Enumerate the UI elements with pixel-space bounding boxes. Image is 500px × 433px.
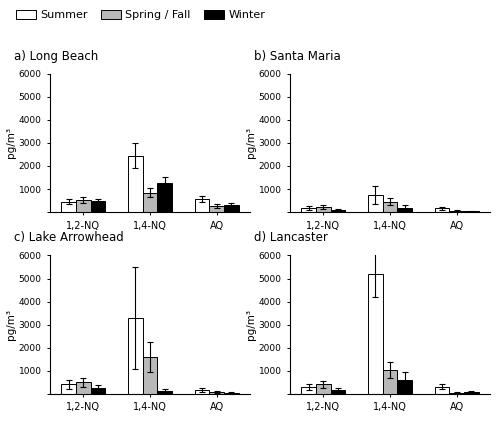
Bar — [398, 207, 412, 212]
Bar — [90, 201, 106, 212]
Bar — [128, 155, 142, 212]
Text: c) Lake Arrowhead: c) Lake Arrowhead — [14, 231, 124, 244]
Bar — [194, 390, 210, 394]
Y-axis label: pg/m³: pg/m³ — [6, 127, 16, 158]
Text: d) Lancaster: d) Lancaster — [254, 231, 328, 244]
Bar — [62, 202, 76, 212]
Y-axis label: pg/m³: pg/m³ — [246, 127, 256, 158]
Bar — [382, 201, 398, 212]
Bar — [158, 391, 172, 394]
Bar — [302, 208, 316, 212]
Bar — [434, 387, 450, 394]
Bar — [302, 387, 316, 394]
Bar — [224, 205, 238, 212]
Bar — [316, 385, 330, 394]
Bar — [158, 183, 172, 212]
Bar — [330, 210, 345, 212]
Bar — [330, 390, 345, 394]
Bar — [434, 208, 450, 212]
Bar — [90, 388, 106, 394]
Bar — [224, 393, 238, 394]
Bar — [142, 193, 158, 212]
Y-axis label: pg/m³: pg/m³ — [6, 309, 16, 340]
Legend: Summer, Spring / Fall, Winter: Summer, Spring / Fall, Winter — [16, 10, 266, 20]
Bar — [76, 382, 90, 394]
Bar — [76, 200, 90, 212]
Bar — [210, 206, 224, 212]
Bar — [464, 211, 478, 212]
Bar — [194, 199, 210, 212]
Bar — [368, 195, 382, 212]
Text: a) Long Beach: a) Long Beach — [14, 49, 98, 62]
Bar — [398, 380, 412, 394]
Text: b) Santa Maria: b) Santa Maria — [254, 49, 341, 62]
Bar — [210, 392, 224, 394]
Bar — [128, 318, 142, 394]
Bar — [142, 357, 158, 394]
Bar — [316, 207, 330, 212]
Bar — [450, 393, 464, 394]
Y-axis label: pg/m³: pg/m³ — [246, 309, 256, 340]
Bar — [464, 392, 478, 394]
Bar — [382, 370, 398, 394]
Bar — [450, 211, 464, 212]
Bar — [368, 274, 382, 394]
Bar — [62, 385, 76, 394]
